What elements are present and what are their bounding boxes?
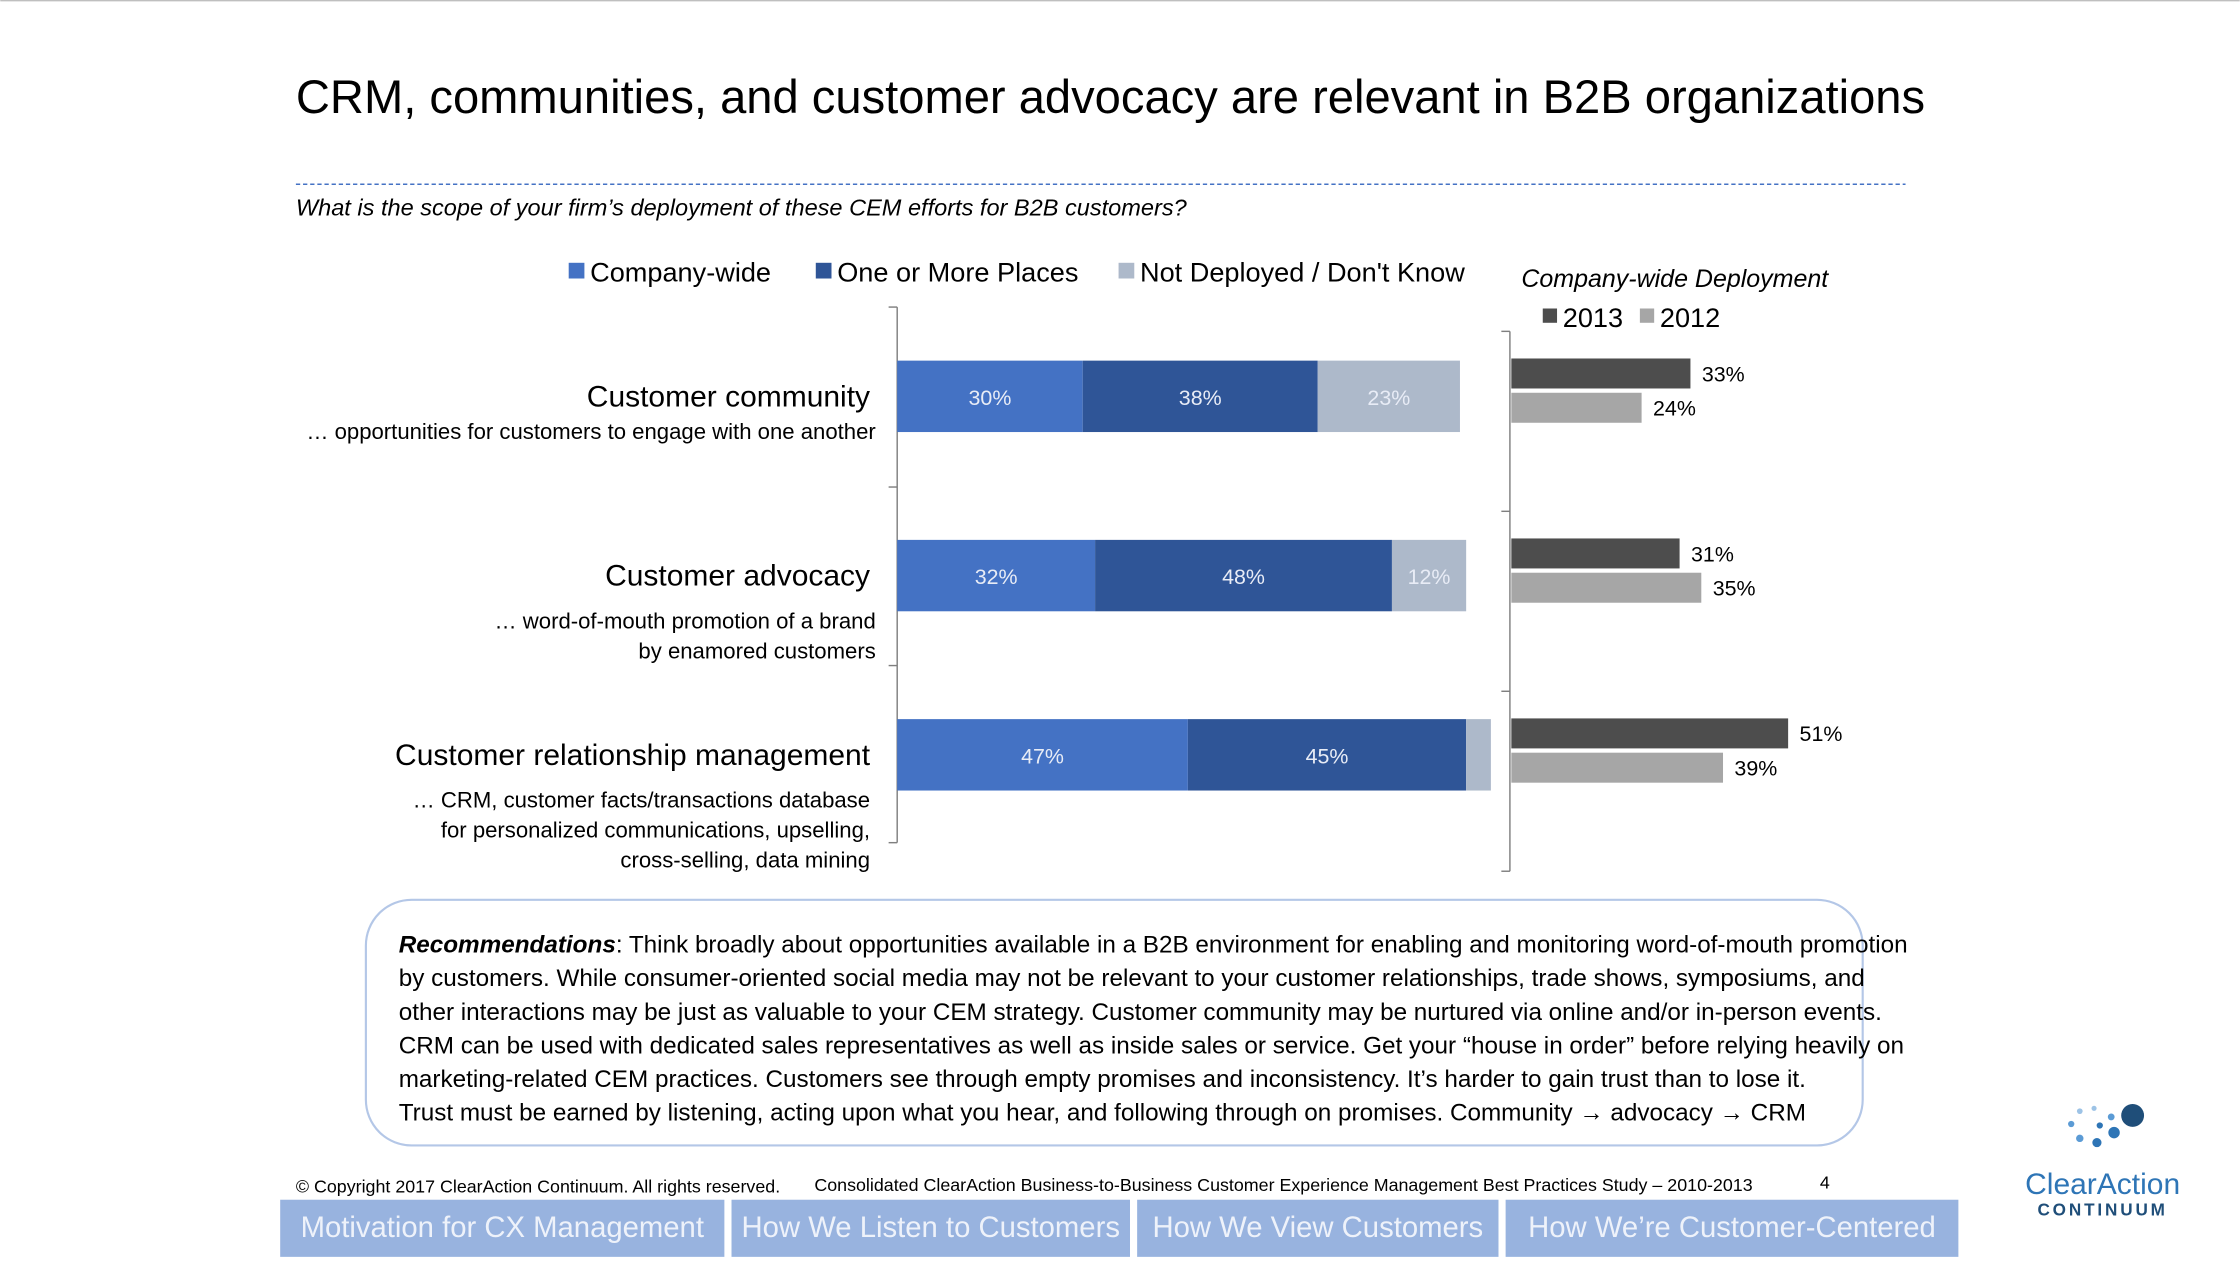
bar-value-label: 33%: [1702, 362, 1745, 386]
page-number: 4: [1820, 1172, 1830, 1192]
nav-tab[interactable]: How We Listen to Customers: [731, 1199, 1130, 1257]
recommendations-line: other interactions may be just as valuab…: [399, 999, 1882, 1026]
logo-mark: [2068, 1104, 2145, 1148]
recommendations-line: CRM can be used with dedicated sales rep…: [399, 1032, 1904, 1059]
nav-tab-label[interactable]: Motivation for CX Management: [301, 1212, 704, 1244]
bar-value-label: 24%: [1653, 397, 1696, 421]
bar-segment: [1187, 719, 1467, 791]
logo-tagline: CONTINUUM: [2037, 1199, 2167, 1219]
bar-value-label: 23%: [1367, 386, 1410, 410]
category-description: … CRM, customer facts/transactions datab…: [413, 788, 870, 813]
category-description: … opportunities for customers to engage …: [306, 419, 875, 444]
recommendations-text: : Think broadly about opportunities avai…: [616, 932, 1908, 959]
bar-segment: [897, 360, 1083, 433]
legend-label: Not Deployed / Don't Know: [1140, 256, 1465, 287]
nav-tab-label[interactable]: How We’re Customer-Centered: [1528, 1212, 1936, 1244]
nav-tab[interactable]: How We View Customers: [1137, 1199, 1499, 1257]
recommendations-line: by customers. While consumer-oriented so…: [399, 965, 1865, 992]
nav-tab-label[interactable]: How We Listen to Customers: [742, 1212, 1120, 1244]
logo-name: ClearAction: [2025, 1168, 2180, 1201]
bar: [1511, 358, 1691, 389]
bar-value-label: 38%: [1179, 386, 1222, 410]
legend-label: Company-wide: [590, 256, 771, 287]
category-label: Customer relationship management: [395, 739, 871, 772]
legend-label: 2012: [1660, 302, 1720, 333]
category-description: cross-selling, data mining: [620, 848, 870, 873]
bar-value-label: 45%: [1306, 744, 1349, 768]
bar-value-label: 35%: [1713, 577, 1756, 601]
recommendations-line: Recommendations: Think broadly about opp…: [399, 932, 1908, 959]
category-description: by enamored customers: [638, 638, 875, 663]
recommendations-box: [364, 898, 1864, 1147]
nav-tab-background[interactable]: [280, 1199, 725, 1257]
bar-value-label: 12%: [1408, 565, 1451, 589]
left-axis: [888, 306, 898, 844]
bar-value-label: 39%: [1734, 757, 1777, 781]
bar-segment: [897, 719, 1188, 791]
recommendations-line: marketing-related CEM practices. Custome…: [399, 1066, 1806, 1093]
bar-segment: [1082, 360, 1318, 433]
right-axis: [1501, 330, 1511, 872]
copyright: © Copyright 2017 ClearAction Continuum. …: [296, 1177, 780, 1197]
bar-value-label: 32%: [975, 565, 1018, 589]
bar-segment: [1466, 719, 1491, 791]
legend-swatch: [1542, 308, 1558, 323]
recommendations-label: Recommendations: [399, 932, 616, 959]
category-description: … word-of-mouth promotion of a brand: [495, 608, 876, 633]
recommendations-line: Trust must be earned by listening, actin…: [399, 1099, 1806, 1126]
bar: [1511, 392, 1642, 423]
survey-question: What is the scope of your firm’s deploym…: [296, 195, 1188, 221]
legend-label: One or More Places: [837, 256, 1078, 287]
category-label: Customer advocacy: [605, 560, 870, 593]
study-name: Consolidated ClearAction Business-to-Bus…: [814, 1175, 1752, 1195]
bar-segment: [1391, 539, 1467, 612]
nav-tab-background[interactable]: [1137, 1199, 1499, 1257]
category-label: Customer community: [587, 380, 870, 413]
bar: [1511, 538, 1680, 569]
bar-segment: [1095, 539, 1392, 612]
legend-swatch: [568, 262, 585, 279]
nav-tab[interactable]: How We’re Customer-Centered: [1505, 1199, 1959, 1257]
bar-value-label: 47%: [1021, 744, 1064, 768]
nav-tab-label[interactable]: How We View Customers: [1152, 1212, 1483, 1244]
nav-tab-background[interactable]: [1505, 1199, 1959, 1257]
bar-value-label: 30%: [969, 386, 1012, 410]
legend-swatch: [1639, 308, 1655, 323]
bar: [1511, 752, 1724, 783]
bar-segment: [897, 539, 1096, 612]
bar-value-label: 48%: [1222, 565, 1265, 589]
chart-title: Company-wide Deployment: [1521, 265, 1829, 293]
bar: [1511, 572, 1702, 603]
bar-segment: [1317, 360, 1460, 433]
bar: [1511, 718, 1789, 749]
bar-value-label: 51%: [1800, 722, 1843, 746]
slide-title: CRM, communities, and customer advocacy …: [296, 70, 1925, 123]
legend-label: 2013: [1563, 302, 1623, 333]
nav-tab[interactable]: Motivation for CX Management: [280, 1199, 725, 1257]
legend-swatch: [1118, 262, 1135, 279]
nav-tab-background[interactable]: [731, 1199, 1130, 1257]
bar-value-label: 31%: [1691, 542, 1734, 566]
legend-swatch: [815, 262, 832, 279]
category-description: for personalized communications, upselli…: [441, 818, 870, 843]
